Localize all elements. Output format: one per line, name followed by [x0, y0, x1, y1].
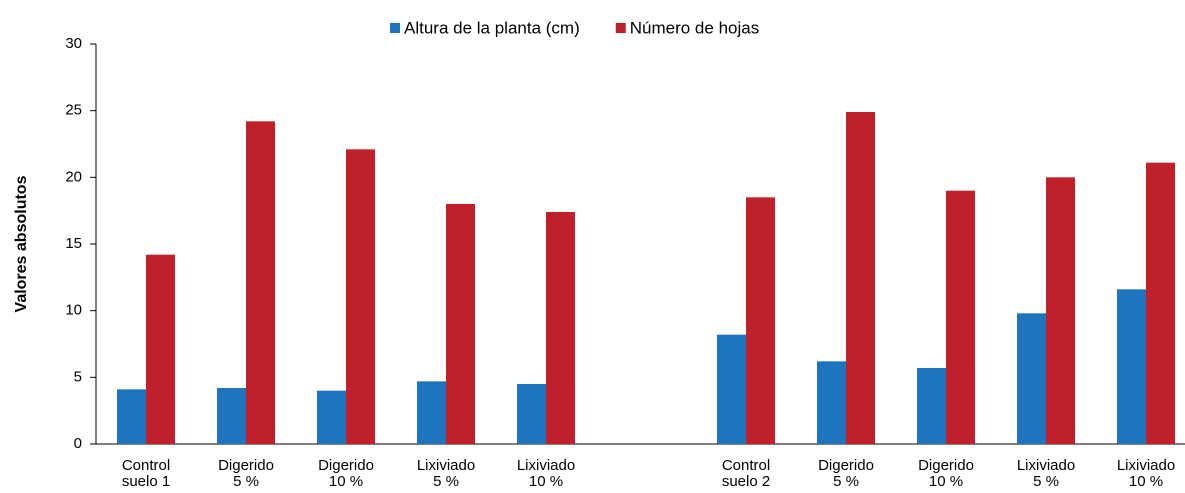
x-tick-label: suelo 1	[122, 473, 170, 490]
bar	[817, 361, 846, 444]
legend-label: Altura de la planta (cm)	[404, 18, 580, 37]
x-tick-label: 5 %	[433, 473, 459, 490]
x-tick-label: Lixiviado	[517, 457, 575, 474]
x-tick-label: Digerido	[918, 457, 974, 474]
x-tick-label: 10 %	[1129, 473, 1163, 490]
bar	[246, 121, 275, 444]
bar	[117, 389, 146, 444]
x-tick-label: Control	[722, 457, 770, 474]
x-tick-label: 10 %	[529, 473, 563, 490]
bar	[1117, 289, 1146, 444]
bar	[346, 149, 375, 445]
legend-swatch	[390, 23, 400, 33]
x-tick-label: suelo 2	[722, 473, 770, 490]
y-tick-label: 20	[65, 168, 82, 185]
bar	[517, 384, 546, 444]
bar	[746, 197, 775, 444]
x-tick-label: Lixiviado	[1017, 457, 1075, 474]
y-tick-label: 5	[74, 368, 82, 385]
legend-swatch	[615, 23, 626, 33]
x-tick-label: 5 %	[1033, 473, 1059, 490]
bar	[317, 390, 346, 444]
x-tick-label: Control	[122, 457, 170, 474]
x-tick-label: Lixiviado	[417, 457, 475, 474]
bar	[217, 388, 246, 444]
bar	[946, 190, 975, 444]
bar	[717, 334, 746, 444]
y-tick-label: 15	[65, 235, 82, 252]
bar	[917, 368, 946, 444]
legend-label: Número de hojas	[630, 18, 759, 37]
x-tick-label: Digerido	[318, 457, 374, 474]
x-tick-label: Lixiviado	[1117, 457, 1175, 474]
bar	[1146, 162, 1175, 444]
y-axis-label: Valores absolutos	[13, 175, 30, 312]
y-tick-label: 30	[65, 35, 82, 52]
bar	[1046, 177, 1075, 445]
bar	[446, 204, 475, 444]
x-tick-label: Digerido	[218, 457, 274, 474]
x-tick-label: 5 %	[233, 473, 259, 490]
y-tick-label: 25	[65, 102, 82, 119]
y-tick-label: 10	[65, 302, 82, 319]
bar	[546, 212, 575, 444]
bar	[146, 254, 175, 444]
x-tick-label: Digerido	[818, 457, 874, 474]
bar	[417, 381, 446, 444]
x-tick-label: 10 %	[929, 473, 963, 490]
y-tick-label: 0	[74, 435, 82, 452]
bar	[846, 112, 875, 444]
x-tick-label: 5 %	[833, 473, 859, 490]
x-tick-label: 10 %	[329, 473, 363, 490]
bar	[1017, 313, 1046, 444]
